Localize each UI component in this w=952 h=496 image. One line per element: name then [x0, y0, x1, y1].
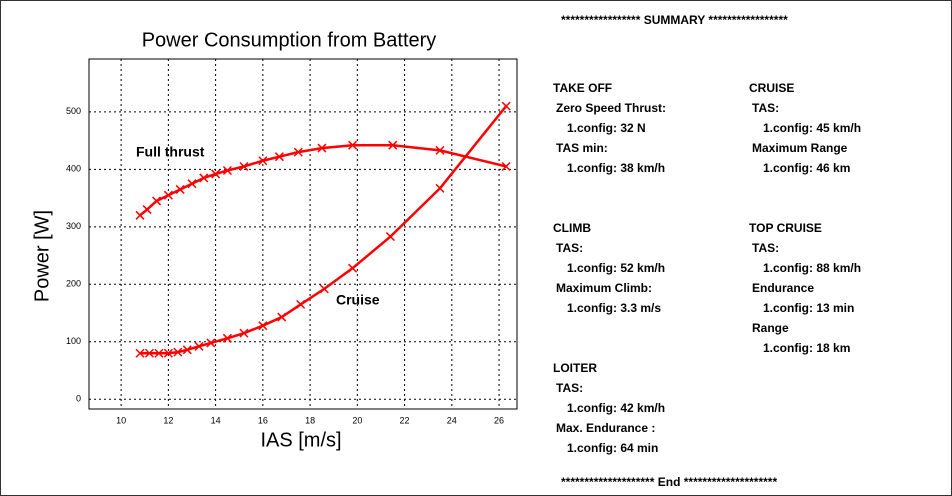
point-marker — [211, 169, 221, 179]
item-value: 1.config: 42 km/h — [567, 401, 666, 415]
point-marker — [319, 284, 329, 294]
point-marker — [175, 184, 185, 194]
point-marker — [385, 232, 395, 242]
item-value: 1.config: 46 km — [763, 161, 851, 175]
point-marker — [194, 341, 204, 351]
item-label: TAS: — [556, 381, 584, 395]
point-marker — [182, 345, 192, 355]
item-value: 1.config: 18 km — [763, 341, 851, 355]
item-value: 1.config: 64 min — [567, 441, 659, 455]
point-marker — [258, 156, 268, 166]
point-marker — [388, 140, 398, 150]
point-marker — [222, 333, 232, 343]
point-marker — [258, 321, 268, 331]
item-value: 1.config: 45 km/h — [763, 121, 862, 135]
item-label: Range — [752, 321, 789, 335]
section-title: TOP CRUISE — [749, 221, 822, 235]
y-axis-label: Power [W] — [31, 210, 53, 302]
x-tick-label: 10 — [116, 415, 126, 425]
item-label: TAS: — [752, 101, 780, 115]
item-label: TAS: — [556, 241, 584, 255]
x-tick-label: 22 — [400, 415, 410, 425]
point-marker — [152, 196, 162, 206]
item-label: Max. Endurance : — [556, 421, 656, 435]
point-marker — [348, 140, 358, 150]
section-title: CLIMB — [553, 221, 591, 235]
point-marker — [222, 165, 232, 176]
chart-title: Power Consumption from Battery — [142, 29, 437, 51]
point-marker — [173, 347, 183, 357]
y-tick-label: 400 — [66, 164, 81, 174]
point-marker — [135, 210, 145, 220]
y-tick-label: 300 — [66, 221, 81, 231]
point-marker — [239, 161, 249, 172]
point-marker — [135, 348, 145, 358]
point-marker — [348, 263, 358, 273]
item-value: 1.config: 3.3 m/s — [567, 301, 662, 315]
series-label: Cruise — [336, 292, 380, 308]
item-value: 1.config: 32 N — [567, 121, 646, 135]
x-tick-label: 12 — [163, 415, 173, 425]
y-tick-label: 500 — [66, 106, 81, 116]
summary-footer: ******************** End ***************… — [561, 475, 778, 489]
item-label: Maximum Range — [752, 141, 848, 155]
item-value: 1.config: 52 km/h — [567, 261, 666, 275]
x-tick-label: 16 — [258, 415, 268, 425]
point-marker — [187, 179, 197, 189]
point-marker — [163, 190, 173, 200]
item-label: Endurance — [752, 281, 815, 295]
x-tick-label: 14 — [211, 415, 221, 425]
point-marker — [277, 312, 287, 322]
section-title: LOITER — [553, 361, 597, 375]
x-tick-label: 24 — [447, 415, 457, 425]
summary-header: ***************** SUMMARY **************… — [561, 13, 788, 27]
item-value: 1.config: 13 min — [763, 301, 855, 315]
y-tick-label: 0 — [76, 394, 81, 404]
point-marker — [154, 348, 164, 358]
point-marker — [501, 161, 511, 172]
point-marker — [163, 348, 173, 358]
point-marker — [144, 348, 154, 358]
section-title: TAKE OFF — [553, 81, 613, 95]
point-marker — [206, 338, 216, 348]
point-marker — [435, 183, 445, 193]
point-marker — [296, 299, 306, 309]
item-label: TAS min: — [556, 141, 608, 155]
plot-area — [88, 58, 518, 410]
point-marker — [317, 143, 327, 153]
y-tick-label: 100 — [66, 336, 81, 346]
item-label: Zero Speed Thrust: — [556, 101, 667, 115]
point-marker — [501, 101, 511, 111]
point-marker — [239, 328, 249, 338]
section-title: CRUISE — [749, 81, 795, 95]
point-marker — [199, 173, 209, 183]
x-tick-label: 18 — [305, 415, 315, 425]
point-marker — [274, 152, 284, 162]
x-tick-label: 20 — [352, 415, 362, 425]
series-line — [140, 105, 508, 355]
item-label: TAS: — [752, 241, 780, 255]
chart: Power Consumption from Battery IAS [m/s]… — [31, 29, 518, 451]
series-label: Full thrust — [136, 144, 205, 160]
point-marker — [435, 145, 445, 155]
point-marker — [142, 205, 152, 215]
item-label: Maximum Climb: — [556, 281, 653, 295]
item-value: 1.config: 38 km/h — [567, 161, 666, 175]
x-tick-label: 26 — [494, 415, 504, 425]
point-marker — [293, 147, 303, 157]
y-tick-label: 200 — [66, 279, 81, 289]
item-value: 1.config: 88 km/h — [763, 261, 862, 275]
x-axis-label: IAS [m/s] — [260, 429, 341, 451]
